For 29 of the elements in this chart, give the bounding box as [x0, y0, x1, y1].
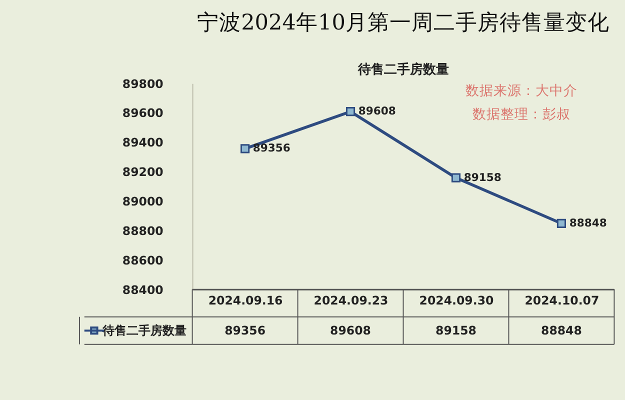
chart-subtitle: 待售二手房数量: [356, 62, 449, 78]
x-tick-label: 2024.09.16: [208, 294, 283, 308]
x-tick-label: 2024.09.30: [419, 294, 494, 308]
point: [451, 173, 461, 182]
point: [556, 218, 566, 228]
point: [240, 144, 250, 154]
data-label: 89356: [224, 324, 266, 338]
text: 88848: [569, 216, 607, 230]
point: [346, 107, 356, 116]
data-label: 88848: [541, 324, 582, 338]
annotation: 数据来源：大中介: [465, 83, 578, 100]
text: 89158: [464, 170, 502, 184]
data-label: 89608: [330, 324, 371, 338]
chart-title: 宁波2024年10月第一周二手房待售量变化: [197, 10, 610, 36]
y-tick-label: 89600: [122, 106, 164, 120]
text: 89356: [252, 142, 290, 155]
x-tick-label: 2024.09.23: [314, 294, 388, 308]
y-tick-label: 89200: [122, 165, 164, 180]
y-tick-label: 89800: [122, 76, 164, 91]
data-label: 89158: [436, 324, 476, 338]
y-tick-label: 88800: [122, 224, 164, 238]
y-tick-label: 89000: [122, 194, 164, 208]
y-tick-label: 89400: [122, 136, 164, 150]
x-tick-label: 2024.10.07: [524, 294, 600, 308]
legend-label: 待售二手房数量: [101, 324, 186, 338]
y-tick-label: 88600: [122, 253, 164, 268]
text: 89608: [358, 104, 396, 118]
annotation: 数据整理：彭叔: [472, 106, 570, 123]
y-tick-label: 88400: [122, 282, 164, 297]
